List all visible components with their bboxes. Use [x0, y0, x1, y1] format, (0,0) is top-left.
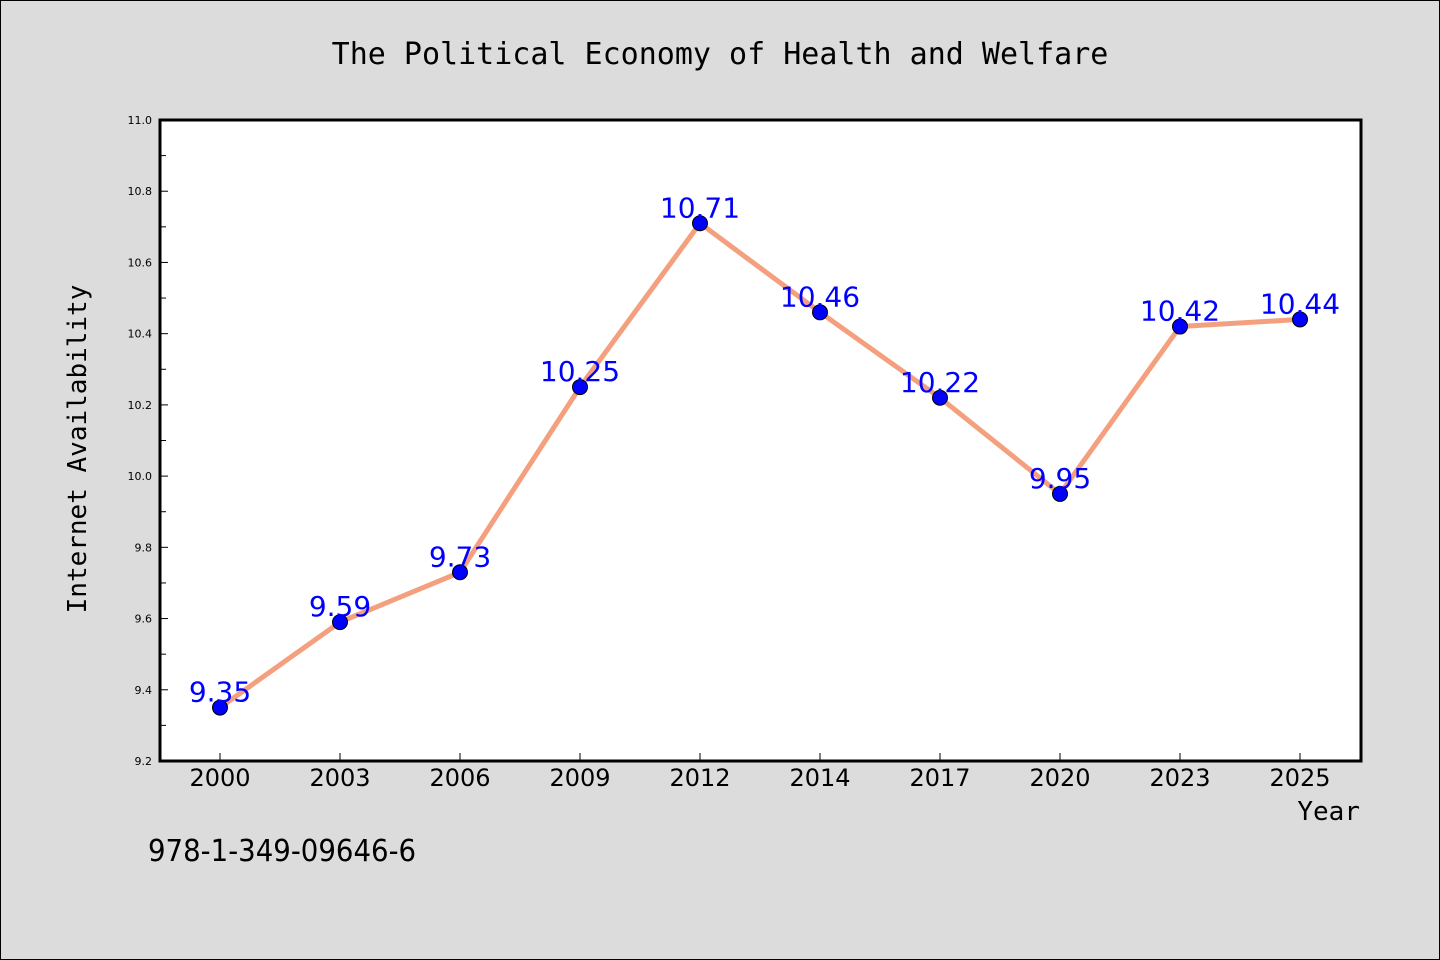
data-point	[1292, 311, 1308, 328]
x-tick-label: 2003	[309, 764, 370, 792]
data-label: 9.73	[429, 540, 491, 573]
data-label: 9.95	[1029, 462, 1091, 495]
series-group: 9.35 9.59 9.73 10.25 10.71 10.46 10.22 9.95 10.4…	[189, 191, 1340, 716]
x-axis: 2000 2003 2006 2009 2012 2014 2017 2020 2023 2025	[189, 753, 1331, 792]
data-point	[212, 699, 228, 716]
x-tick-label: 2020	[1029, 764, 1090, 792]
data-label: 10.42	[1140, 295, 1220, 328]
data-label: 10.22	[900, 366, 980, 399]
y-tick-label: 11.0	[128, 114, 153, 127]
x-tick-label: 2014	[789, 764, 850, 792]
data-label: 10.44	[1260, 287, 1340, 320]
y-tick-label: 9.8	[135, 541, 153, 554]
plot-area	[158, 118, 1363, 763]
y-tick-label: 9.4	[135, 684, 153, 697]
data-point	[812, 304, 828, 321]
data-point	[572, 379, 588, 396]
x-tick-label: 2006	[429, 764, 490, 792]
data-point	[932, 389, 948, 406]
x-tick-label: 2009	[549, 764, 610, 792]
x-tick-label: 2017	[909, 764, 970, 792]
y-tick-label: 10.2	[128, 399, 153, 412]
x-tick-label: 2012	[669, 764, 730, 792]
x-tick-label: 2023	[1149, 764, 1210, 792]
data-label: 10.46	[780, 280, 860, 313]
series-line	[217, 220, 1303, 711]
data-label: 10.71	[660, 191, 740, 224]
chart-title: The Political Economy of Health and Welf…	[332, 37, 1109, 72]
data-point	[1052, 485, 1068, 502]
y-tick-label: 9.2	[135, 755, 153, 768]
y-tick-label: 10.4	[128, 328, 153, 341]
data-point	[452, 564, 468, 581]
y-axis: 9.2 9.4 9.6 9.8 10.0 10.2 10.4 10.6 10.8 11.0	[128, 114, 168, 768]
y-tick-label: 10.6	[128, 256, 153, 269]
x-axis-label: Year	[1297, 797, 1360, 827]
data-point	[692, 215, 708, 232]
x-tick-label: 2000	[189, 764, 250, 792]
y-tick-label: 9.6	[135, 613, 153, 626]
data-point	[1172, 318, 1188, 335]
isbn-label: 978-1-349-09646-6	[148, 834, 417, 869]
x-tick-label: 2025	[1269, 764, 1330, 792]
y-axis-label: Internet Availability	[63, 285, 93, 614]
data-point	[332, 614, 348, 631]
data-label: 9.59	[309, 590, 371, 623]
data-label: 9.35	[189, 676, 251, 709]
y-tick-label: 10.0	[128, 470, 153, 483]
data-label: 10.25	[540, 355, 620, 388]
y-tick-label: 10.8	[128, 185, 153, 198]
